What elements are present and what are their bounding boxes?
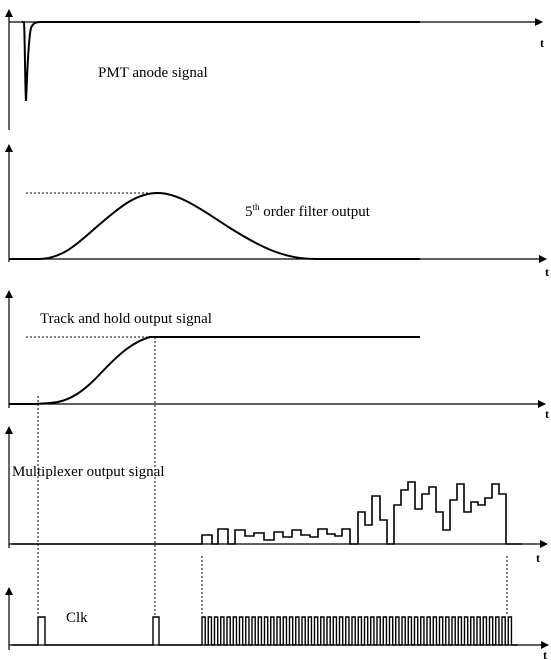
panel-clock: t Clk bbox=[5, 587, 549, 660]
clk-axis-t-label: t bbox=[543, 648, 547, 660]
mux-output-label: Multiplexer output signal bbox=[12, 464, 164, 480]
pmt-anode-label: PMT anode signal bbox=[98, 65, 208, 81]
clock-waveform bbox=[12, 616, 518, 646]
panel-pmt-anode: t PMT anode signal bbox=[5, 9, 544, 130]
clk-label: Clk bbox=[66, 610, 88, 626]
filter-axis-t-label: t bbox=[545, 265, 549, 279]
mux-output-waveform bbox=[12, 481, 522, 545]
pmt-axis-t-label: t bbox=[540, 36, 544, 50]
mux-axis-t-label: t bbox=[536, 551, 540, 565]
track-hold-curve bbox=[9, 336, 420, 405]
panel-track-hold: t Track and hold output signal bbox=[5, 290, 549, 421]
filter-output-label: 5th order filter output bbox=[245, 202, 371, 220]
time-markers bbox=[37, 337, 508, 616]
panel-filter-output: t 5th order filter output bbox=[5, 144, 549, 279]
panel-multiplexer: t Multiplexer output signal bbox=[5, 426, 548, 565]
filter-output-curve bbox=[9, 191, 420, 260]
track-hold-label: Track and hold output signal bbox=[40, 311, 212, 327]
pmt-anode-curve bbox=[22, 21, 420, 102]
track-axis-t-label: t bbox=[545, 407, 549, 421]
